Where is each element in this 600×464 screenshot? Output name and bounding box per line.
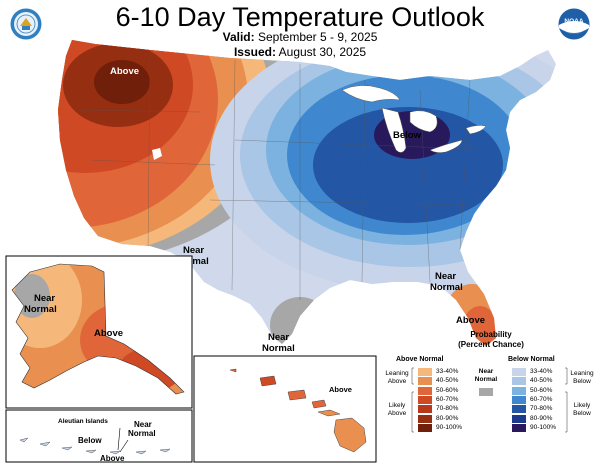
likely-above-line2: Above [387, 410, 407, 417]
legend-above-swatch [418, 386, 432, 395]
near-normal-line2: Normal [474, 376, 498, 383]
great-salt-lake [152, 148, 162, 160]
likely-above-line1: Likely [388, 402, 406, 409]
hawaii-islands-map [229, 368, 367, 453]
label-aleutian-near-2: Normal [128, 429, 156, 438]
leaning-below-line1: Leaning [570, 370, 594, 377]
legend-above-swatch-label: 60-70% [436, 395, 459, 403]
likely-below-line1: Likely [573, 402, 591, 409]
label-near-normal-south-1: Near [268, 332, 289, 343]
label-alaska-near-1: Near [34, 293, 55, 304]
noaa-logo-text: NOAA [564, 18, 583, 25]
label-near-normal-west-1: Near [183, 245, 204, 256]
legend-above-swatch-label: 40-50% [436, 377, 459, 385]
legend-above-swatch [418, 377, 432, 386]
leaning-above-line2: Above [387, 378, 407, 385]
valid-value: September 5 - 9, 2025 [257, 30, 378, 44]
label-near-normal-se-1: Near [435, 271, 456, 282]
legend-below-swatch [512, 386, 526, 395]
valid-label: Valid: [222, 30, 255, 44]
legend-below-swatch-label: 70-80% [530, 405, 553, 413]
leaning-above-line1: Leaning [385, 370, 409, 377]
label-conus-above: Above [110, 66, 139, 77]
legend-leaning-above: Leaning Above [384, 370, 410, 386]
leaning-below-line2: Below [573, 378, 591, 385]
legend-brackets [411, 367, 568, 433]
likely-below-line2: Below [573, 410, 591, 417]
label-florida-above: Above [456, 315, 485, 326]
legend-near-normal-swatch [479, 388, 493, 396]
legend-subtitle: (Percent Chance) [458, 340, 524, 349]
legend-title: Probability [470, 330, 512, 339]
label-conus-below: Below [393, 130, 422, 141]
near-normal-line1: Near [478, 368, 494, 375]
legend-below-swatch-label: 50-60% [530, 386, 553, 394]
legend-below-swatch-label: 33-40% [530, 368, 553, 375]
issued-label: Issued: [233, 45, 276, 59]
alaska-outline [11, 263, 185, 395]
label-alaska-near-2: Normal [24, 304, 57, 315]
issued-date: Issued: August 30, 2025 [0, 45, 600, 59]
page-title: 6-10 Day Temperature Outlook [115, 2, 485, 32]
aleutian-inset [5, 409, 193, 463]
legend-below-swatch [512, 414, 526, 423]
label-aleutian-near-1: Near [134, 420, 152, 429]
legend-above-swatch [418, 423, 432, 432]
commerce-seal-icon [10, 8, 42, 40]
legend-below-swatch-label: 40-50% [530, 377, 553, 385]
great-lakes [341, 85, 487, 153]
legend-likely-below: Likely Below [568, 402, 596, 418]
legend-likely-above: Likely Above [384, 402, 410, 418]
legend-below-swatch [512, 395, 526, 404]
label-aleutian-below: Below [78, 436, 102, 445]
legend-below-swatch [512, 377, 526, 386]
label-near-normal-se-2: Normal [430, 282, 463, 293]
legend-below-swatch-label: 60-70% [530, 395, 553, 403]
legend-below-swatch [512, 405, 526, 414]
legend-above-swatch-label: 33-40% [436, 368, 459, 375]
probability-legend: Probability (Percent Chance) Above Norma… [384, 330, 598, 464]
aleutian-islands-map [19, 427, 171, 455]
issued-value: August 30, 2025 [278, 45, 367, 59]
legend-above-swatch-label: 80-90% [436, 414, 459, 422]
conus-map [58, 40, 556, 346]
legend-above-swatch [418, 414, 432, 423]
label-hawaii-above: Above [329, 385, 352, 394]
legend-near-normal: Near Normal [474, 368, 498, 384]
legend-below-header: Below Normal [508, 356, 555, 363]
legend-above-header: Above Normal [396, 356, 444, 363]
legend-below-swatch [512, 423, 526, 432]
legend-above-swatch-label: 90-100% [436, 423, 463, 431]
legend-below-swatch-label: 90-100% [530, 423, 557, 431]
legend-above-swatch [418, 368, 432, 376]
label-aleutian-title: Aleutian Islands [58, 418, 108, 425]
label-near-normal-south-2: Normal [262, 343, 295, 354]
legend-above-swatch [418, 395, 432, 404]
legend-below-swatch-label: 80-90% [530, 414, 553, 422]
label-alaska-above: Above [94, 328, 123, 339]
label-aleutian-above: Above [100, 454, 125, 463]
legend-above-swatch [418, 405, 432, 414]
valid-dates: Valid: September 5 - 9, 2025 [0, 30, 600, 44]
legend-below-swatch [512, 368, 526, 376]
legend-above-swatch-label: 70-80% [436, 405, 459, 413]
legend-above-swatch-label: 50-60% [436, 386, 459, 394]
noaa-logo-icon: NOAA [558, 8, 590, 40]
legend-leaning-below: Leaning Below [568, 370, 596, 386]
